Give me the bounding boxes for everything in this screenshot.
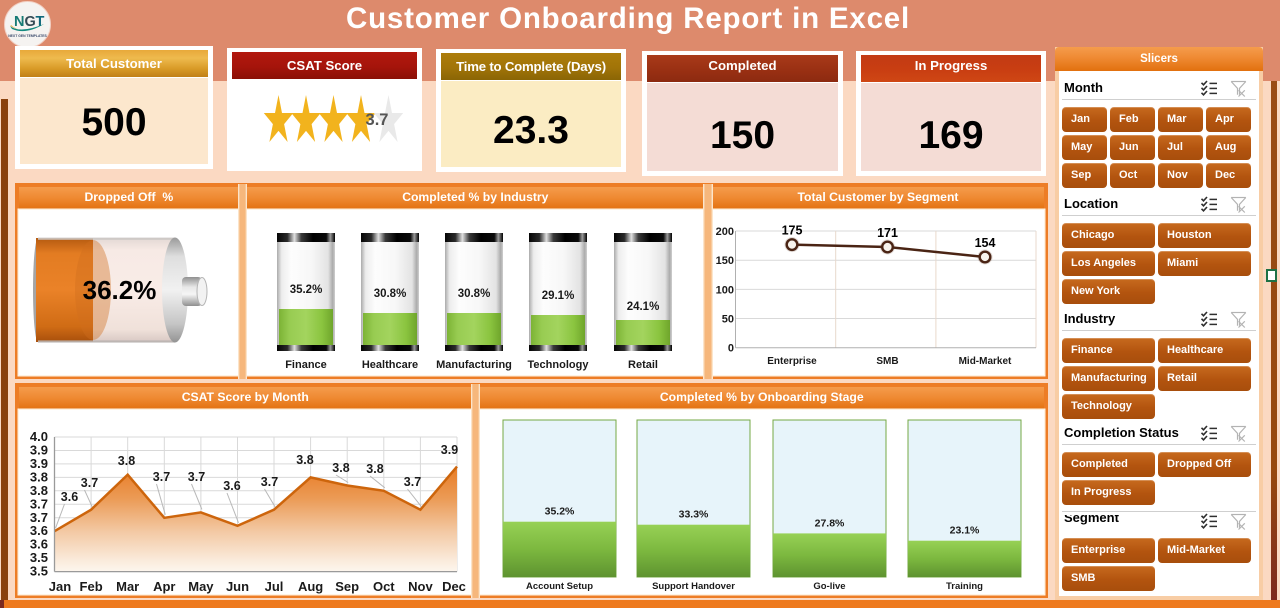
svg-text:33.3%: 33.3% <box>679 509 709 521</box>
svg-text:3.8: 3.8 <box>332 461 349 475</box>
svg-text:3.7: 3.7 <box>30 510 48 525</box>
svg-text:Enterprise: Enterprise <box>767 356 817 367</box>
svg-text:3.8: 3.8 <box>118 454 135 468</box>
svg-text:200: 200 <box>716 226 734 238</box>
svg-text:SMB: SMB <box>876 356 898 367</box>
svg-text:23.1%: 23.1% <box>950 525 980 537</box>
svg-text:Mar: Mar <box>116 579 139 594</box>
svg-text:3.9: 3.9 <box>30 443 48 458</box>
svg-text:35.2%: 35.2% <box>545 506 575 518</box>
svg-text:3.5: 3.5 <box>30 550 48 565</box>
svg-text:Training: Training <box>946 581 983 592</box>
svg-text:Support Handover: Support Handover <box>652 581 735 592</box>
svg-text:Technology: Technology <box>527 359 589 371</box>
svg-text:24.1%: 24.1% <box>626 301 659 313</box>
svg-text:Retail: Retail <box>628 359 658 371</box>
svg-text:Feb: Feb <box>80 579 103 594</box>
svg-text:3.7: 3.7 <box>366 111 389 129</box>
svg-text:Apr: Apr <box>153 579 175 594</box>
svg-text:Mid-Market: Mid-Market <box>959 356 1012 367</box>
svg-text:3.7: 3.7 <box>81 476 98 490</box>
svg-text:3.8: 3.8 <box>366 462 383 476</box>
svg-text:3.9: 3.9 <box>441 443 458 457</box>
svg-text:Nov: Nov <box>408 579 433 594</box>
svg-text:100: 100 <box>716 284 734 296</box>
svg-text:3.7: 3.7 <box>153 470 170 484</box>
svg-text:3.6: 3.6 <box>30 537 48 552</box>
svg-text:175: 175 <box>782 224 803 238</box>
svg-text:3.7: 3.7 <box>188 470 205 484</box>
svg-text:Go-live: Go-live <box>813 581 845 592</box>
svg-text:Oct: Oct <box>373 579 395 594</box>
svg-text:27.8%: 27.8% <box>815 517 845 529</box>
svg-text:4.0: 4.0 <box>30 429 48 444</box>
svg-text:154: 154 <box>975 236 996 250</box>
svg-text:36.2%: 36.2% <box>83 275 157 305</box>
svg-text:NEXT GEN TEMPLATES: NEXT GEN TEMPLATES <box>8 34 47 38</box>
svg-text:Jan: Jan <box>49 579 71 594</box>
svg-text:3.5: 3.5 <box>30 564 48 579</box>
svg-text:Account Setup: Account Setup <box>526 581 593 592</box>
svg-text:T: T <box>36 14 45 30</box>
svg-text:Aug: Aug <box>298 579 323 594</box>
svg-text:Jun: Jun <box>226 579 249 594</box>
svg-text:50: 50 <box>722 314 734 326</box>
svg-text:3.7: 3.7 <box>404 475 421 489</box>
svg-text:3.6: 3.6 <box>30 523 48 538</box>
svg-text:171: 171 <box>877 226 898 240</box>
svg-text:30.8%: 30.8% <box>457 288 490 300</box>
svg-text:Manufacturing: Manufacturing <box>436 359 512 371</box>
svg-text:3.8: 3.8 <box>30 469 48 484</box>
svg-text:Healthcare: Healthcare <box>362 359 418 371</box>
svg-text:35.2%: 35.2% <box>289 284 322 296</box>
svg-text:N: N <box>14 14 24 30</box>
svg-text:3.6: 3.6 <box>223 479 240 493</box>
svg-text:30.8%: 30.8% <box>373 288 406 300</box>
svg-text:Jul: Jul <box>265 579 284 594</box>
svg-text:Dec: Dec <box>442 579 466 594</box>
svg-text:G: G <box>25 14 36 30</box>
svg-text:3.8: 3.8 <box>30 483 48 498</box>
svg-text:0: 0 <box>728 343 734 355</box>
svg-text:3.7: 3.7 <box>30 496 48 511</box>
svg-text:3.8: 3.8 <box>296 453 313 467</box>
svg-text:3.7: 3.7 <box>261 475 278 489</box>
svg-text:150: 150 <box>716 255 734 267</box>
svg-text:May: May <box>188 579 214 594</box>
svg-text:Sep: Sep <box>335 579 359 594</box>
svg-text:3.6: 3.6 <box>61 490 78 504</box>
svg-text:Finance: Finance <box>285 359 327 371</box>
svg-text:3.9: 3.9 <box>30 456 48 471</box>
svg-text:29.1%: 29.1% <box>541 290 574 302</box>
